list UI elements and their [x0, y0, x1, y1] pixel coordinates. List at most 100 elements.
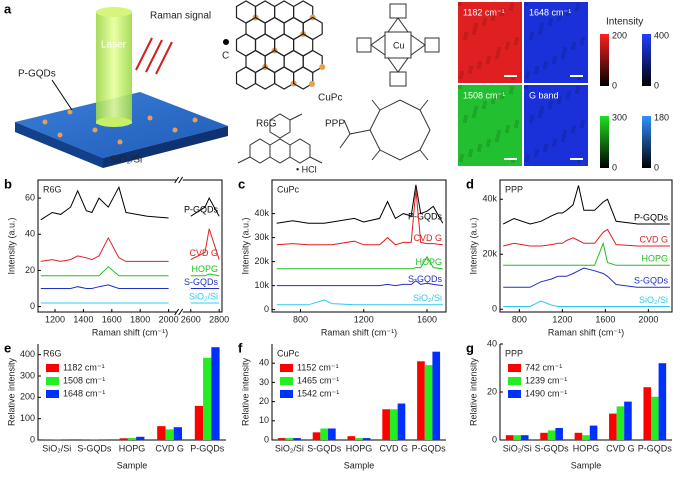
x-tick-label: 2800 [209, 314, 229, 324]
panel-letter: c [238, 176, 245, 191]
label: CuPc [318, 93, 342, 104]
map-noise [505, 129, 509, 133]
y-axis-label: Intensity (a.u.) [468, 217, 478, 274]
spectrum-line [276, 184, 444, 224]
axis-break-gap [176, 310, 183, 314]
series-label: S-GQDs [408, 274, 443, 284]
x-axis-label: Raman shift (cm⁻¹) [92, 327, 168, 337]
map-noise [571, 129, 575, 133]
colorbar [642, 34, 651, 86]
map-noise [544, 61, 548, 65]
bar [136, 436, 145, 440]
bar [347, 436, 356, 440]
bar [389, 409, 398, 440]
legend-swatch [280, 390, 293, 398]
map-noise [571, 46, 575, 50]
map-noise [534, 153, 538, 157]
colorbar [600, 34, 609, 86]
bar [203, 357, 212, 440]
series-label: CVD G [413, 233, 442, 243]
axis-break [174, 176, 184, 184]
hexagon [274, 66, 295, 90]
map-noise [580, 124, 584, 128]
panel-letter: g [466, 340, 474, 355]
x-axis-label: Sample [571, 460, 602, 470]
map-noise [464, 115, 468, 119]
bar [624, 401, 632, 440]
label: R6G [256, 119, 277, 130]
y-tick-label: 0 [264, 434, 269, 444]
map-noise [458, 2, 462, 6]
map-noise [459, 158, 463, 162]
series-label: SiO₂/Si [189, 291, 218, 301]
map-noise [464, 32, 468, 36]
map-noise [482, 105, 486, 109]
map-noise [563, 47, 567, 51]
colorbar-min: 0 [654, 80, 659, 90]
spectrum-line [503, 228, 670, 247]
map-noise [463, 36, 467, 40]
spectrum-line [40, 185, 220, 221]
map-noise [575, 90, 579, 94]
map-noise [469, 66, 473, 70]
map-noise [576, 86, 580, 90]
y-tick-label: 20 [259, 396, 269, 406]
label: Cu [393, 40, 405, 50]
spectrum-line [503, 267, 670, 288]
x-tick-label: 2000 [159, 314, 179, 324]
x-axis-label: Raman shift (cm⁻¹) [548, 327, 624, 337]
map-noise [497, 130, 501, 134]
y-tick-label: 20 [25, 265, 35, 275]
bar [157, 426, 166, 440]
x-tick-label: 2000 [638, 314, 658, 324]
x-tick-label: 1600 [595, 314, 615, 324]
legend-label: 1648 cm⁻¹ [63, 388, 105, 398]
plot-frame [271, 179, 447, 313]
map-noise [492, 96, 496, 100]
map-noise [463, 119, 467, 123]
map-noise [468, 70, 472, 74]
annotation: PPP [505, 184, 523, 194]
map-noise [515, 120, 519, 124]
laser-beam [96, 12, 132, 124]
map-noise [472, 114, 476, 118]
spectrum-line [40, 228, 220, 262]
series-label: CVD G [189, 248, 218, 258]
map-tile [524, 85, 588, 166]
spectrum-line [276, 280, 443, 287]
y-tick-label: 20k [254, 256, 269, 266]
y-tick-label: 0 [30, 434, 35, 444]
spectrum-line [502, 185, 670, 225]
x-tick-label: CVD G [155, 443, 184, 453]
map-noise [486, 60, 490, 64]
bar [651, 396, 659, 440]
map-noise [501, 91, 505, 95]
map-noise [575, 7, 579, 11]
map-noise [514, 124, 518, 128]
map-noise [553, 139, 557, 143]
map-noise [509, 90, 513, 94]
map-noise [511, 76, 515, 80]
map-noise [487, 56, 491, 60]
map-noise [468, 153, 472, 157]
bar [277, 438, 286, 440]
map-noise [530, 32, 534, 36]
annotation: PPP [505, 348, 523, 358]
bar [211, 347, 220, 440]
legend-swatch [46, 377, 59, 385]
bar [293, 438, 301, 440]
bar [582, 435, 590, 440]
map-noise [510, 86, 514, 90]
y-tick-label: 10 [259, 415, 269, 425]
map-noise [474, 23, 478, 27]
map-noise [526, 71, 530, 75]
map-noise [576, 3, 580, 7]
x-tick-label: 1200 [354, 314, 374, 324]
label: Raman signal [150, 11, 211, 22]
y-tick-label: 10k [254, 280, 269, 290]
map-noise [535, 66, 539, 70]
y-axis-label: Relative intensity [6, 357, 16, 426]
map-noise [511, 159, 515, 163]
spectrum-line [503, 300, 670, 307]
spectrum-line [40, 266, 220, 277]
